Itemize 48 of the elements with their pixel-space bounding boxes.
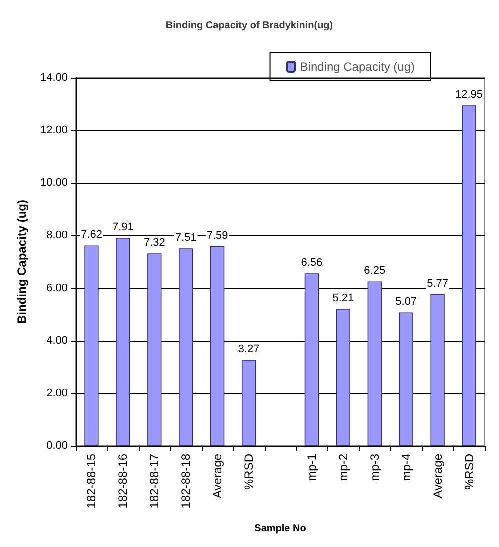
x-tick-label: mp-4 xyxy=(399,454,414,482)
legend-label: Binding Capacity (ug) xyxy=(300,60,416,74)
y-tick-label: 14.00 xyxy=(40,72,68,84)
data-label: 7.51 xyxy=(175,232,197,244)
data-label: 6.25 xyxy=(364,265,386,278)
x-tick-label: %RSD xyxy=(462,454,476,490)
bar xyxy=(462,106,476,446)
x-tick-label: %RSD xyxy=(242,454,256,490)
data-label: 3.27 xyxy=(238,344,260,356)
x-tick-label: mp-1 xyxy=(304,454,319,482)
data-label: 5.21 xyxy=(332,292,354,305)
y-tick-label: 12.00 xyxy=(40,124,68,137)
bar xyxy=(430,294,445,446)
bar xyxy=(179,248,194,446)
chart-title: Binding Capacity of Bradykinin(ug) xyxy=(166,20,334,32)
data-label: 7.32 xyxy=(144,237,166,250)
x-tick-label: 182-88-18 xyxy=(179,454,194,509)
bar xyxy=(399,312,414,446)
x-tick-label: 182-88-16 xyxy=(116,454,130,509)
bar xyxy=(116,238,130,446)
data-label: 5.07 xyxy=(396,296,418,308)
bar xyxy=(368,282,382,446)
data-label: 5.77 xyxy=(427,278,449,290)
x-tick-label: mp-2 xyxy=(336,454,350,482)
data-label: 7.59 xyxy=(206,230,228,242)
x-tick-label: mp-3 xyxy=(368,454,382,482)
y-tick-label: 2.00 xyxy=(46,387,68,400)
x-tick-label: Average xyxy=(210,454,225,498)
bar xyxy=(210,246,225,446)
x-axis-title: Sample No xyxy=(254,524,306,534)
y-tick-label: 4.00 xyxy=(46,334,68,347)
bar xyxy=(242,360,256,446)
bar xyxy=(304,274,320,446)
y-axis-title: Binding Capacity (ug) xyxy=(15,200,29,324)
y-tick-label: 0.00 xyxy=(46,440,68,452)
x-tick-label: 182-88-17 xyxy=(148,454,162,509)
data-label: 6.56 xyxy=(301,257,323,270)
data-label: 12.95 xyxy=(456,89,484,102)
data-label: 7.62 xyxy=(81,229,102,242)
bar xyxy=(336,309,350,446)
y-tick-label: 6.00 xyxy=(46,282,68,294)
bar xyxy=(148,254,162,446)
y-tick-label: 10.00 xyxy=(40,177,68,190)
bar xyxy=(84,246,99,446)
x-tick-label: 182-88-15 xyxy=(84,454,99,509)
data-label: 7.91 xyxy=(112,222,134,234)
y-tick-label: 8.00 xyxy=(46,230,68,242)
x-tick-label: Average xyxy=(430,454,445,498)
